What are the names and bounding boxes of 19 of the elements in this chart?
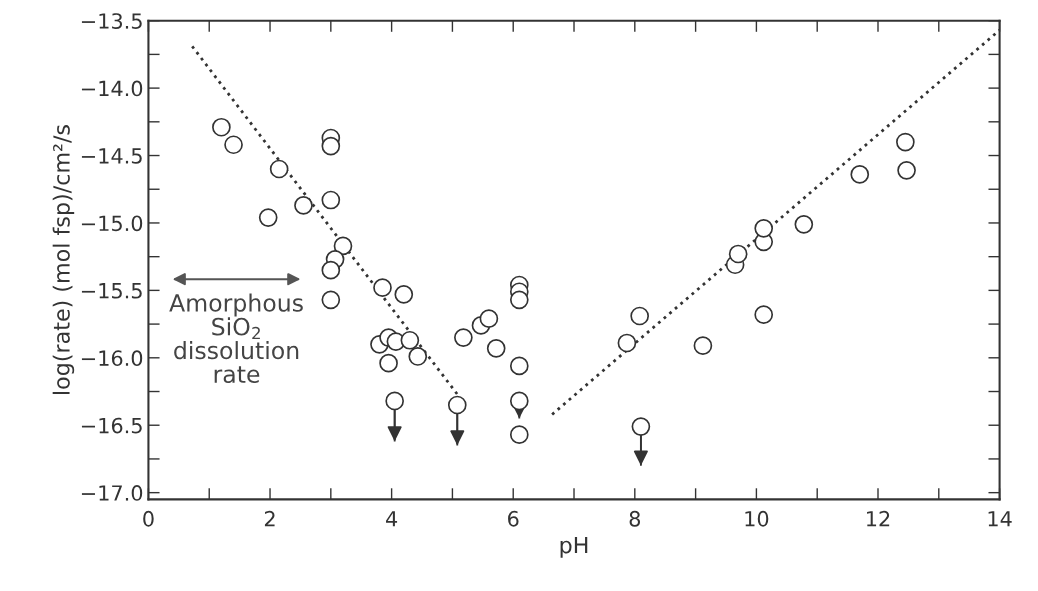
x-tick-label: 10 <box>745 510 769 527</box>
y-tick-label: −16.5 <box>81 417 142 434</box>
x-tick-label: 12 <box>867 510 890 527</box>
y-tick-label: −13.5 <box>81 13 142 29</box>
y-tick-label: −16.0 <box>81 350 143 367</box>
y-axis-title: log(rate) (mol fsp)/cm²/s <box>52 125 75 394</box>
y-tick-label: −14.0 <box>81 80 143 97</box>
y-tick-label: −15.0 <box>81 215 143 232</box>
y-tick-label: −14.5 <box>81 148 142 164</box>
x-axis-title: pH <box>560 536 588 558</box>
x-tick-label: 14 <box>988 511 1012 527</box>
x-tick-label: 8 <box>629 510 641 527</box>
x-tick-label: 4 <box>386 511 398 527</box>
y-tick-label: −15.5 <box>81 283 142 299</box>
y-tick-label: −17.0 <box>81 485 143 501</box>
x-tick-label: 6 <box>508 510 519 527</box>
annotation: Amorphous SiO$_{2}$ dissolution rate <box>169 293 303 384</box>
x-tick-label: 2 <box>264 510 275 527</box>
x-tick-label: 0 <box>143 510 154 527</box>
